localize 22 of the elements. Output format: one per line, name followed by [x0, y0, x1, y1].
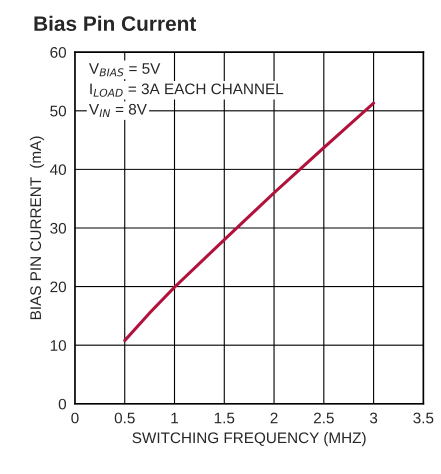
annotation: V$_{BIAS}$ = 5V	[88, 63, 160, 76]
x-tick-label: 2	[270, 412, 278, 424]
x-tick-label: 1	[171, 412, 178, 424]
y-tick-label: 0	[58, 398, 66, 410]
chart-title: Bias Pin Current	[34, 16, 196, 32]
x-tick-label: 3	[370, 412, 378, 424]
y-tick-label: 60	[50, 47, 66, 58]
y-tick-label: 20	[50, 281, 66, 292]
x-tick-label: 1.5	[214, 412, 234, 424]
x-tick-label: 2.5	[314, 412, 334, 424]
annotation: I$_{LOAD}$ = 3A EACH CHANNEL	[90, 83, 284, 97]
y-tick-label: 30	[50, 222, 66, 234]
x-tick-label: 0	[71, 412, 79, 424]
y-tick-label: 10	[50, 340, 66, 351]
y-tick-label: 50	[50, 106, 66, 116]
x-tick-label: 3.5	[413, 412, 434, 424]
y-axis-title: BIAS PIN CURRENT (mA)	[30, 136, 44, 320]
x-tick-label: 0.5	[114, 412, 135, 424]
y-tick-label: 40	[50, 164, 66, 176]
x-axis-title: SWITCHING FREQUENCY (MHZ)	[132, 432, 366, 446]
line-series	[123, 102, 376, 342]
annotation: V$_{IN}$ = 8V	[88, 104, 147, 118]
